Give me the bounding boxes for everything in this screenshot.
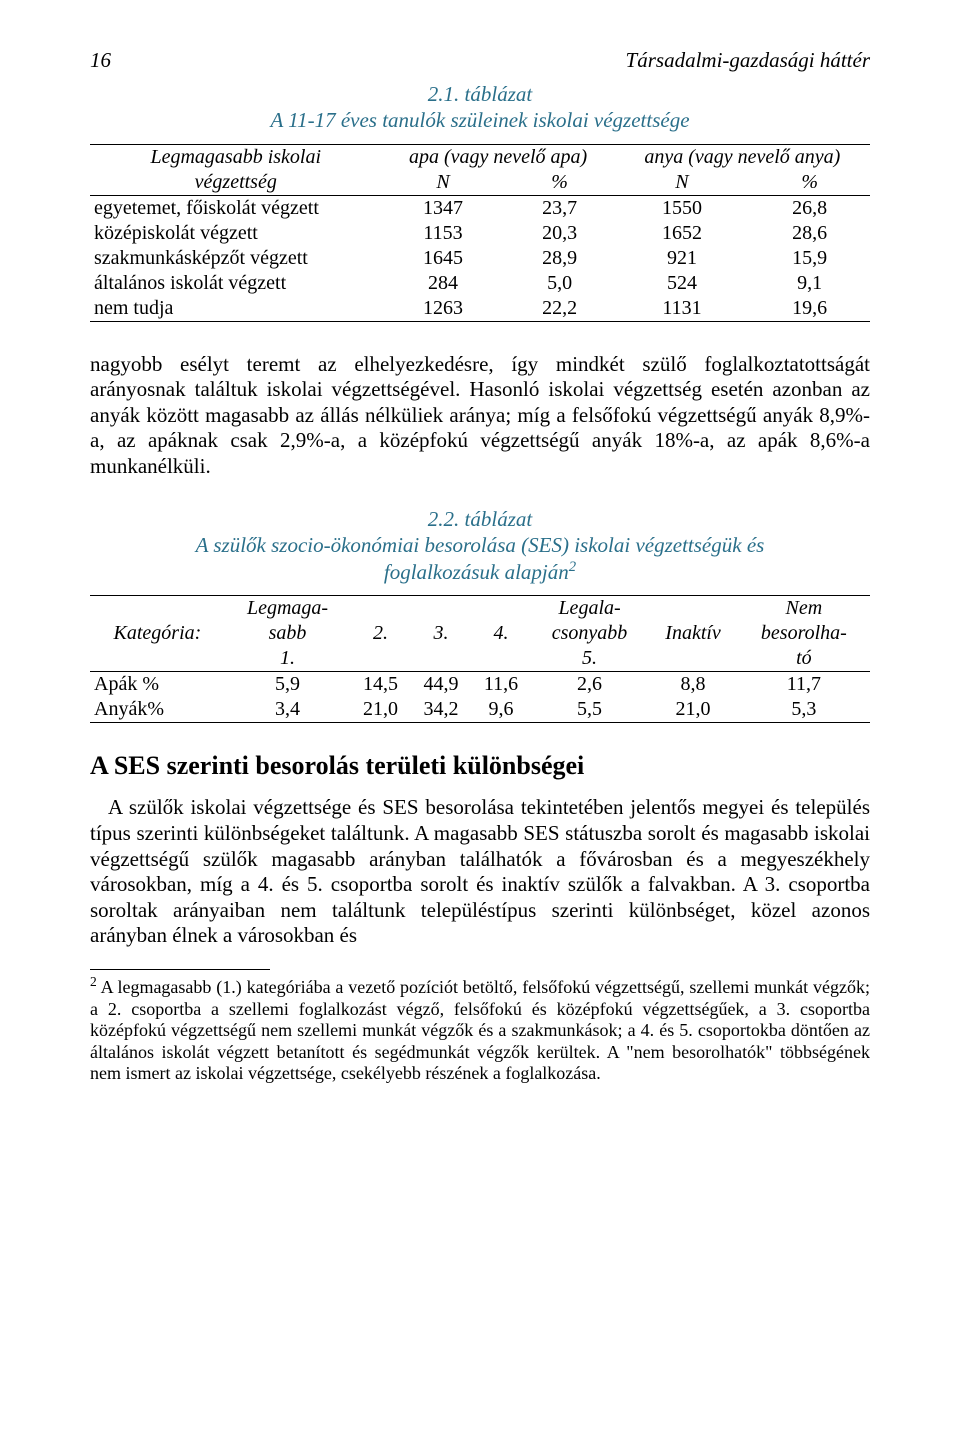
t1-r3-v1: 5,0 — [504, 271, 614, 296]
t2-r1-v2: 34,2 — [411, 697, 472, 723]
t2-h-c1b: sabb — [225, 621, 350, 646]
t1-r4-v0: 1263 — [382, 296, 505, 322]
t2-r1-v5: 21,0 — [648, 697, 737, 723]
t1-h-father: apa (vagy nevelő apa) — [382, 144, 615, 170]
t2-h-empty8 — [411, 646, 472, 672]
t2-r0-v3: 11,6 — [471, 672, 530, 698]
t1-r1-v0: 1153 — [382, 221, 505, 246]
t2-h-empty3 — [411, 596, 472, 622]
paragraph-2: A szülők iskolai végzettsége és SES beso… — [90, 795, 870, 949]
t1-r4-v3: 19,6 — [749, 296, 870, 322]
table2-caption-num: 2.2. táblázat — [428, 507, 532, 531]
t2-h-c5b: csonyabb — [531, 621, 649, 646]
t1-r1-v2: 1652 — [615, 221, 750, 246]
t1-h-p1: % — [504, 170, 614, 196]
t2-h-empty9 — [471, 646, 530, 672]
t1-r0-v2: 1550 — [615, 195, 750, 221]
t1-r4-label: nem tudja — [90, 296, 382, 322]
t2-r1-v1: 21,0 — [350, 697, 411, 723]
t1-h-col1a: Legmagasabb iskolai — [90, 144, 382, 170]
t2-h-c5a: Legala- — [531, 596, 649, 622]
t2-r0-v0: 5,9 — [225, 672, 350, 698]
t2-r1-label: Anyák% — [90, 697, 225, 723]
footnote-text: A legmagasabb (1.) kategóriába a vezető … — [90, 977, 870, 1083]
t2-h-empty7 — [350, 646, 411, 672]
t2-r0-v5: 8,8 — [648, 672, 737, 698]
t2-r0-label: Apák % — [90, 672, 225, 698]
footnote: 2 A legmagasabb (1.) kategóriába a vezet… — [90, 974, 870, 1085]
document-page: 16 Társadalmi-gazdasági háttér 2.1. tábl… — [0, 0, 960, 1145]
t2-r0-v6: 11,7 — [738, 672, 870, 698]
t1-r0-v3: 26,8 — [749, 195, 870, 221]
t1-r3-label: általános iskolát végzett — [90, 271, 382, 296]
t2-h-c7c: tó — [738, 646, 870, 672]
table1-caption-num: 2.1. táblázat — [428, 82, 532, 106]
t2-r1-v0: 3,4 — [225, 697, 350, 723]
page-number: 16 — [90, 48, 111, 73]
t2-h-c4: 4. — [471, 621, 530, 646]
t1-r2-v1: 28,9 — [504, 246, 614, 271]
t2-h-empty4 — [471, 596, 530, 622]
t1-r1-v1: 20,3 — [504, 221, 614, 246]
running-title: Társadalmi-gazdasági háttér — [626, 48, 870, 73]
t2-h-empty6 — [90, 646, 225, 672]
table1-caption-text: A 11-17 éves tanulók szüleinek iskolai v… — [270, 108, 689, 132]
t1-h-col1b: végzettség — [90, 170, 382, 196]
table2: Legmaga- Legala- Nem Kategória: sabb 2. … — [90, 595, 870, 723]
t2-h-c3: 3. — [411, 621, 472, 646]
t2-h-empty1 — [90, 596, 225, 622]
t1-r0-label: egyetemet, főiskolát végzett — [90, 195, 382, 221]
page-header: 16 Társadalmi-gazdasági háttér — [90, 48, 870, 73]
t2-r0-v1: 14,5 — [350, 672, 411, 698]
t1-r4-v1: 22,2 — [504, 296, 614, 322]
section-heading: A SES szerinti besorolás területi különb… — [90, 751, 870, 781]
t1-r2-label: szakmunkásképzőt végzett — [90, 246, 382, 271]
t2-h-empty2 — [350, 596, 411, 622]
t1-r0-v0: 1347 — [382, 195, 505, 221]
table2-caption-sup: 2 — [569, 559, 576, 575]
t2-h-c2: 2. — [350, 621, 411, 646]
t1-r3-v3: 9,1 — [749, 271, 870, 296]
table1: Legmagasabb iskolai apa (vagy nevelő apa… — [90, 144, 870, 322]
t2-h-c7a: Nem — [738, 596, 870, 622]
t1-h-n2: N — [615, 170, 750, 196]
t2-h-empty5 — [648, 596, 737, 622]
table2-caption-line1: A szülők szocio-ökonómiai besorolása (SE… — [196, 533, 765, 557]
t1-r3-v2: 524 — [615, 271, 750, 296]
t2-h-c6: Inaktív — [648, 621, 737, 646]
t2-r0-v2: 44,9 — [411, 672, 472, 698]
table2-caption-line2: foglalkozásuk alapján — [384, 560, 569, 584]
t2-h-c1a: Legmaga- — [225, 596, 350, 622]
footnote-marker: 2 — [90, 974, 97, 989]
table1-caption: 2.1. táblázat A 11-17 éves tanulók szüle… — [90, 81, 870, 134]
paragraph-1: nagyobb esélyt teremt az elhelyezkedésre… — [90, 352, 870, 480]
t2-h-cat: Kategória: — [90, 621, 225, 646]
t1-r1-v3: 28,6 — [749, 221, 870, 246]
t2-r1-v3: 9,6 — [471, 697, 530, 723]
t2-r1-v6: 5,3 — [738, 697, 870, 723]
t2-r1-v4: 5,5 — [531, 697, 649, 723]
t1-h-mother: anya (vagy nevelő anya) — [615, 144, 870, 170]
t1-r0-v1: 23,7 — [504, 195, 614, 221]
t1-r3-v0: 284 — [382, 271, 505, 296]
t2-h-empty10 — [648, 646, 737, 672]
t1-h-p2: % — [749, 170, 870, 196]
t1-r2-v3: 15,9 — [749, 246, 870, 271]
t1-r4-v2: 1131 — [615, 296, 750, 322]
t2-h-c5c: 5. — [531, 646, 649, 672]
t1-r1-label: középiskolát végzett — [90, 221, 382, 246]
t2-r0-v4: 2,6 — [531, 672, 649, 698]
t1-r2-v2: 921 — [615, 246, 750, 271]
t1-h-n1: N — [382, 170, 505, 196]
table2-caption: 2.2. táblázat A szülők szocio-ökonómiai … — [90, 506, 870, 586]
footnote-rule — [90, 969, 270, 970]
t1-r2-v0: 1645 — [382, 246, 505, 271]
t2-h-c7b: besorolha- — [738, 621, 870, 646]
t2-h-c1c: 1. — [225, 646, 350, 672]
